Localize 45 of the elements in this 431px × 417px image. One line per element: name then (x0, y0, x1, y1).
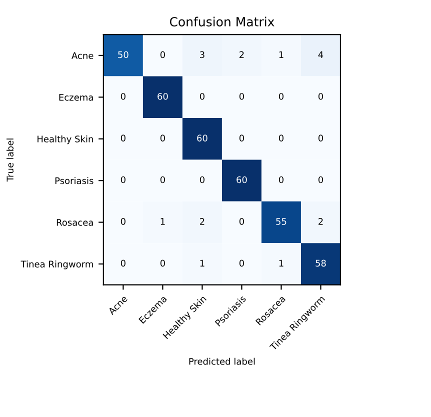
y-tick-label: Rosacea (56, 219, 93, 226)
data-label: 0 (239, 92, 244, 100)
data-label: 2 (240, 51, 244, 58)
data-label: 1 (279, 51, 284, 58)
data-label: 4 (318, 51, 324, 58)
data-label: 1 (160, 218, 165, 225)
y-axis-title: True label (6, 138, 14, 182)
data-label: 0 (200, 176, 204, 184)
data-label: 0 (120, 176, 126, 184)
data-label: 0 (160, 176, 165, 184)
data-label: 1 (279, 260, 284, 266)
data-label: 0 (160, 134, 165, 142)
data-label: 0 (278, 176, 284, 184)
y-tick-label: Healthy Skin (38, 135, 93, 144)
data-label: 0 (318, 134, 324, 142)
data-label: 55 (276, 218, 286, 225)
data-label: 0 (160, 260, 165, 267)
y-tick-label: Tinea Ringworm (20, 260, 93, 270)
data-label: 0 (278, 134, 284, 142)
data-label: 0 (200, 92, 204, 100)
data-label: 2 (200, 218, 204, 225)
x-axis-title: Predicted label (189, 358, 255, 365)
y-tick-label: Psoriasis (55, 177, 94, 184)
data-label: 0 (239, 218, 244, 225)
data-label: 60 (197, 134, 208, 142)
data-label: 0 (278, 92, 284, 100)
data-label: 0 (120, 218, 126, 225)
data-label: 0 (120, 92, 126, 100)
data-label: 50 (118, 51, 128, 58)
data-label: 3 (200, 51, 204, 58)
data-label: 0 (239, 260, 244, 267)
data-label: 0 (120, 260, 126, 267)
y-tick-label: Eczema (59, 94, 93, 101)
data-label: 0 (239, 134, 244, 142)
data-label: 0 (160, 51, 165, 58)
chart-title: Confusion Matrix (170, 16, 274, 26)
data-label: 0 (318, 176, 324, 184)
data-label: 0 (318, 92, 324, 100)
data-label: 60 (158, 92, 168, 100)
data-label: 2 (318, 218, 323, 225)
data-label: 1 (200, 260, 204, 266)
data-label: 60 (236, 176, 247, 184)
data-label: 0 (120, 134, 126, 142)
y-tick-label: Acne (72, 52, 94, 60)
data-label: 58 (316, 260, 326, 267)
